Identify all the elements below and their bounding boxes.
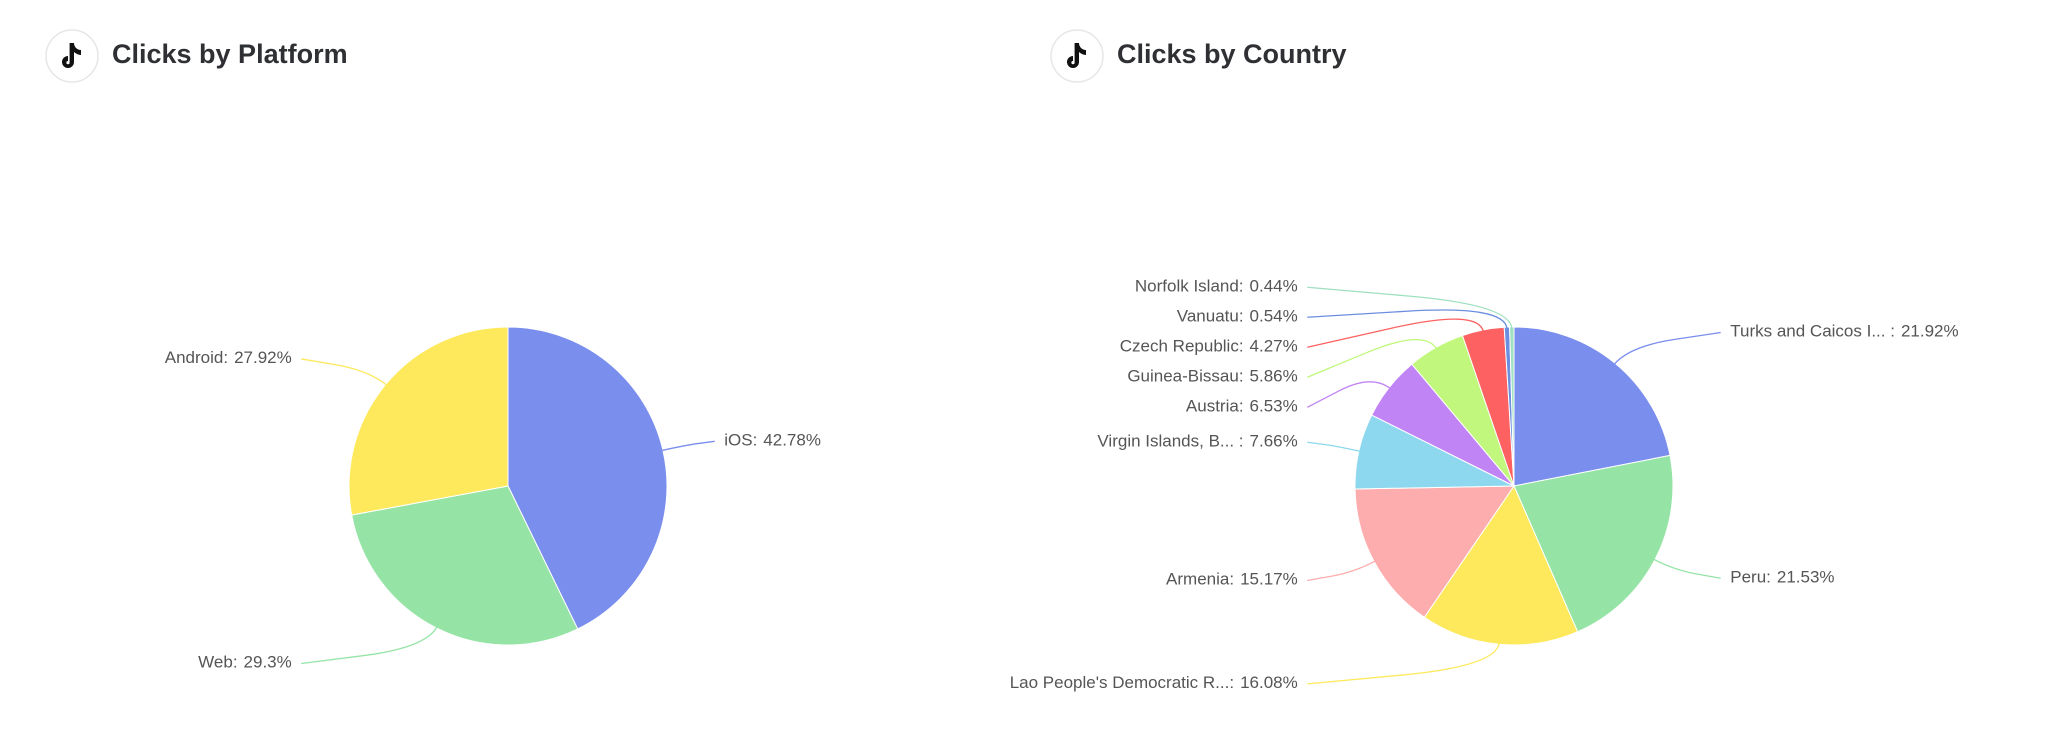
slice-value: 16.08%	[1240, 673, 1298, 692]
slice-label: Austria: 6.53%	[1186, 397, 1298, 416]
slice-value: 42.78%	[763, 431, 821, 450]
slice-value: 0.44%	[1250, 277, 1298, 296]
slice-name: Austria:	[1186, 397, 1244, 416]
leader-line	[301, 625, 438, 665]
slice-name: Armenia:	[1166, 570, 1234, 589]
slice-value: 21.53%	[1777, 568, 1835, 587]
slice-value: 15.17%	[1240, 570, 1298, 589]
slice-value: 4.27%	[1250, 337, 1298, 356]
leader-line	[1307, 642, 1500, 685]
slice-name: Turks and Caicos I... :	[1730, 322, 1895, 341]
slice-label: Armenia: 15.17%	[1166, 570, 1298, 589]
leader-line	[1652, 558, 1721, 579]
slice-name: Peru:	[1730, 568, 1771, 587]
slice-label: Virgin Islands, B... : 7.66%	[1097, 432, 1297, 451]
pie: Turks and Caicos I... : 21.92% Peru: 21.53%…	[1010, 277, 1959, 693]
slice-name: Android:	[165, 348, 228, 367]
leader-line	[1307, 286, 1513, 330]
slice-name: Virgin Islands, B... :	[1097, 432, 1243, 451]
leader-line	[660, 440, 715, 452]
leader-line	[1307, 441, 1361, 453]
slice-label: Vanuatu: 0.54%	[1177, 307, 1298, 326]
slice-label: Android: 27.92%	[165, 348, 292, 367]
slice-value: 29.3%	[244, 653, 292, 672]
leader-line	[1307, 309, 1508, 330]
slice-label: Peru: 21.53%	[1730, 568, 1834, 587]
leader-line	[1307, 381, 1392, 408]
slice-name: Lao People's Democratic R...:	[1010, 673, 1234, 692]
slice-label: iOS: 42.78%	[724, 431, 821, 450]
slice-name: Norfolk Island:	[1135, 277, 1244, 296]
slice-label: Norfolk Island: 0.44%	[1135, 277, 1298, 296]
slice-label: Czech Republic: 4.27%	[1120, 337, 1298, 356]
slice-label: Turks and Caicos I... : 21.92%	[1730, 322, 1958, 341]
slice-value: 21.92%	[1901, 322, 1959, 341]
slice-label: Guinea-Bissau: 5.86%	[1127, 367, 1297, 386]
slice-value: 27.92%	[234, 348, 292, 367]
leader-line	[1613, 331, 1721, 366]
chart-title: Clicks by Country	[1117, 39, 1347, 69]
leader-line	[1307, 560, 1377, 582]
country-icon	[1050, 29, 1104, 83]
slice-name: iOS:	[724, 431, 757, 450]
slice-value: 7.66%	[1250, 432, 1298, 451]
chart-title: Clicks by Platform	[112, 39, 348, 69]
slice-name: Czech Republic:	[1120, 337, 1244, 356]
slice-name: Web:	[198, 653, 237, 672]
pie: iOS: 42.78% Web: 29.3% Android: 27.92%	[165, 326, 821, 672]
slice-name: Vanuatu:	[1177, 307, 1244, 326]
slice-value: 0.54%	[1250, 307, 1298, 326]
leader-line	[1307, 318, 1485, 348]
slice-value: 5.86%	[1250, 367, 1298, 386]
slice-label: Lao People's Democratic R...: 16.08%	[1010, 673, 1298, 692]
slice-name: Guinea-Bissau:	[1127, 367, 1243, 386]
slice-label: Web: 29.3%	[198, 653, 292, 672]
platform-icon	[45, 29, 99, 83]
slice-value: 6.53%	[1250, 397, 1298, 416]
leader-line	[1307, 339, 1438, 378]
leader-line	[301, 358, 388, 387]
